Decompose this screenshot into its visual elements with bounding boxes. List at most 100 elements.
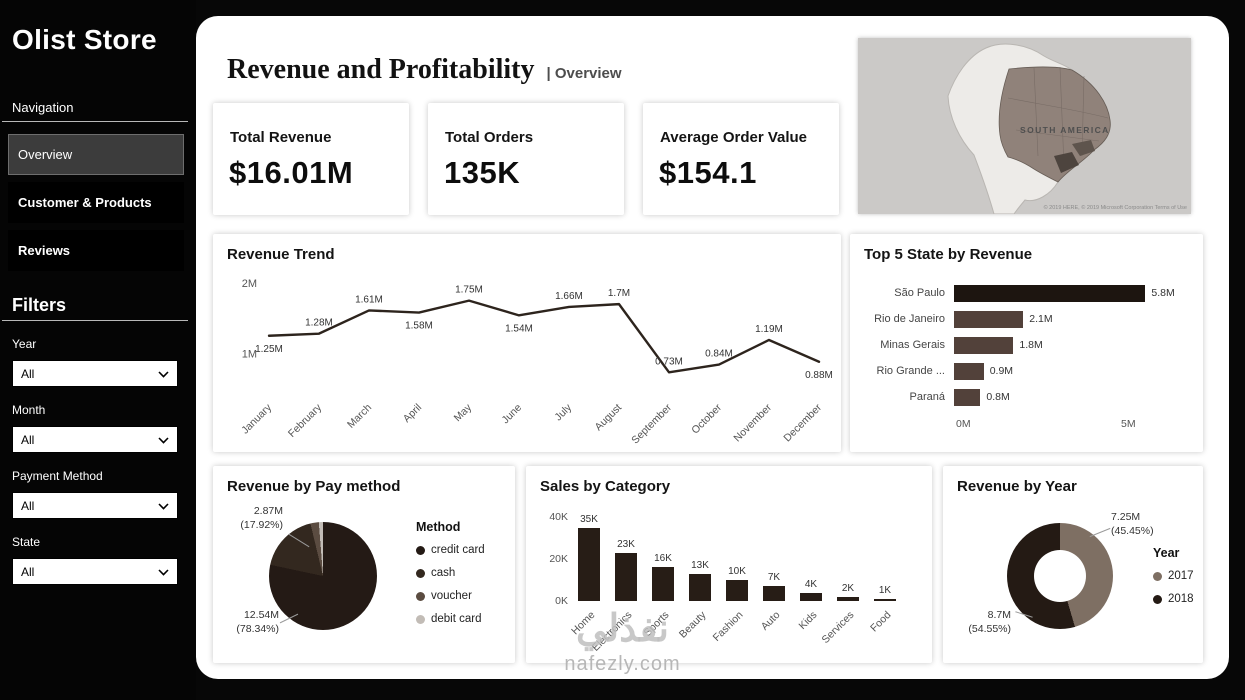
state-row-s-o-paulo[interactable]: São Paulo 5.8M [862, 280, 1194, 306]
revenue-trend-chart[interactable]: 1M 2M 1.25M 1.28M 1.61M 1.58M 1.75M 1.54M 1.66M 1… [219, 266, 835, 448]
donut-label-pct: (45.45%) [1111, 525, 1154, 538]
filter-label: Year [12, 337, 37, 351]
category-bar-sports[interactable] [652, 567, 674, 601]
highlighted-state-sao-paulo[interactable] [1054, 152, 1079, 173]
panel-title: Revenue Trend [227, 246, 335, 263]
south-america-map: SOUTH AMERICA © 2019 HERE, © 2019 Micros… [858, 38, 1191, 214]
y-axis-tick: 2M [242, 278, 257, 290]
state-x-axis: 0M 5M [956, 418, 1194, 434]
filter-dropdown-payment-method[interactable]: All [12, 492, 178, 519]
category-chart[interactable]: 0K 20K 40K 35K Home 23K Electronics 16K Sports 13… [526, 466, 932, 663]
x-axis-label: April [401, 402, 424, 425]
x-axis-label: July [552, 401, 574, 423]
legend-title: Method [416, 520, 461, 534]
filters-label: Filters [12, 295, 67, 315]
legend-label: 2017 [1168, 570, 1194, 582]
bar-value-label: 23K [617, 538, 635, 550]
payment-pie[interactable] [269, 522, 377, 630]
highlighted-state-minas[interactable] [1072, 140, 1095, 156]
x-axis-label: March [345, 402, 374, 431]
state-value: 2.1M [1029, 313, 1053, 325]
legend-label: credit card [431, 544, 485, 556]
legend-item-debit-card[interactable]: debit card [416, 613, 485, 625]
category-bar-fashion[interactable] [726, 580, 748, 601]
state-bars[interactable]: São Paulo 5.8M Rio de Janeiro 2.1M Minas Ger… [862, 280, 1194, 434]
payment-legend-items: credit card cash voucher debit card [416, 544, 485, 625]
state-bar[interactable] [954, 336, 1014, 354]
bar-value-label: 13K [691, 559, 709, 571]
state-row-rio-grande[interactable]: Rio Grande ... 0.9M [862, 358, 1194, 384]
sidebar-item-reviews[interactable]: Reviews [8, 230, 184, 271]
state-bar[interactable] [954, 310, 1024, 328]
filter-dropdown-state[interactable]: All [12, 558, 178, 585]
state-name: Paraná [909, 391, 945, 403]
filter-dropdown-month[interactable]: All [12, 426, 178, 453]
kpi-label: Total Revenue [230, 129, 332, 146]
data-label: 1.28M [305, 318, 333, 329]
kpi-value: $16.01M [229, 155, 354, 190]
payment-legend: Method credit card cash voucher debit card [416, 520, 485, 636]
x-axis-label: October [689, 401, 724, 436]
bar-value-label: 7K [767, 572, 781, 584]
state-bar[interactable] [954, 362, 984, 380]
bar-value-label: 10K [728, 566, 746, 577]
sidebar-item-overview[interactable]: Overview [8, 134, 184, 175]
donut-label-value: 7.25M [1111, 511, 1141, 523]
legend-item-2017[interactable]: 2017 [1153, 570, 1194, 582]
x-axis-label: January [239, 401, 274, 436]
revenue-trend-svg[interactable]: 1M 2M 1.25M 1.28M 1.61M 1.58M 1.75M 1.54M 1.66M 1… [219, 266, 835, 448]
state-row-rio-de-janeiro[interactable]: Rio de Janeiro 2.1M [862, 306, 1194, 332]
filter-dropdown-year[interactable]: All [12, 360, 178, 387]
y-axis-tick: 20K [549, 553, 568, 565]
dropdown-value: All [21, 564, 35, 579]
bar-value-label: 4K [804, 578, 818, 590]
legend-item-cash[interactable]: cash [416, 567, 485, 579]
filters-list: Year All Month All Payment Method All State All [0, 337, 196, 585]
bar-value-label: 2K [841, 582, 855, 594]
donut-label-pct: (54.55%) [968, 623, 1011, 636]
legend-item-voucher[interactable]: voucher [416, 590, 485, 602]
y-axis-tick: 1M [242, 348, 257, 360]
kpi-card-total-orders: Total Orders 135K [428, 103, 624, 215]
data-label: 1.66M [555, 291, 583, 302]
category-bar-food[interactable] [874, 598, 896, 601]
legend-item-credit-card[interactable]: credit card [416, 544, 485, 556]
map-visual[interactable]: SOUTH AMERICA © 2019 HERE, © 2019 Micros… [858, 38, 1191, 214]
nav-list: Overview Customer & Products Reviews [0, 134, 196, 271]
legend-label: voucher [431, 590, 472, 602]
legend-label: debit card [431, 613, 482, 625]
legend-item-2018[interactable]: 2018 [1153, 593, 1194, 605]
filter-label: Month [12, 403, 46, 417]
data-label: 0.88M [805, 370, 833, 381]
category-bar-services[interactable] [837, 596, 859, 601]
chevron-down-icon [158, 367, 169, 381]
donut-label-2018: 8.7M (54.55%) [949, 608, 1011, 636]
bar-value-label: 16K [654, 553, 672, 565]
category-bar-electronics[interactable] [615, 552, 637, 601]
revenue-by-year-panel: Revenue by Year 7.25M (45.45%) 8.7M (54.… [943, 466, 1203, 663]
trend-line[interactable] [267, 299, 821, 374]
filter-group-state: State All [12, 535, 186, 585]
category-bar-auto[interactable] [763, 586, 785, 601]
state-row-paran[interactable]: Paraná 0.8M [862, 384, 1194, 410]
legend-dot-icon [416, 591, 425, 601]
state-bar[interactable] [954, 284, 1146, 302]
category-bar-home[interactable] [578, 527, 600, 601]
kpi-row: Total Revenue $16.01M Total Orders 135K Aver… [213, 103, 839, 215]
legend-label: cash [431, 567, 456, 579]
state-row-minas-gerais[interactable]: Minas Gerais 1.8M [862, 332, 1194, 358]
data-label: 1.75M [455, 285, 483, 296]
y-axis-tick: 0K [555, 595, 568, 607]
chevron-down-icon [158, 565, 169, 579]
state-value: 5.8M [1151, 287, 1175, 299]
category-bar-kids[interactable] [800, 592, 822, 601]
sidebar-item-customer-products[interactable]: Customer & Products [8, 182, 184, 223]
year-donut[interactable] [1007, 523, 1113, 629]
state-bar-track: 0.8M [954, 388, 1194, 406]
category-bar-beauty[interactable] [689, 573, 711, 601]
legend-dot-icon [416, 545, 425, 555]
legend-dot-icon [416, 568, 425, 578]
data-label: 1.58M [405, 321, 433, 332]
x-axis-label: August [593, 402, 625, 434]
state-bar[interactable] [954, 388, 981, 406]
